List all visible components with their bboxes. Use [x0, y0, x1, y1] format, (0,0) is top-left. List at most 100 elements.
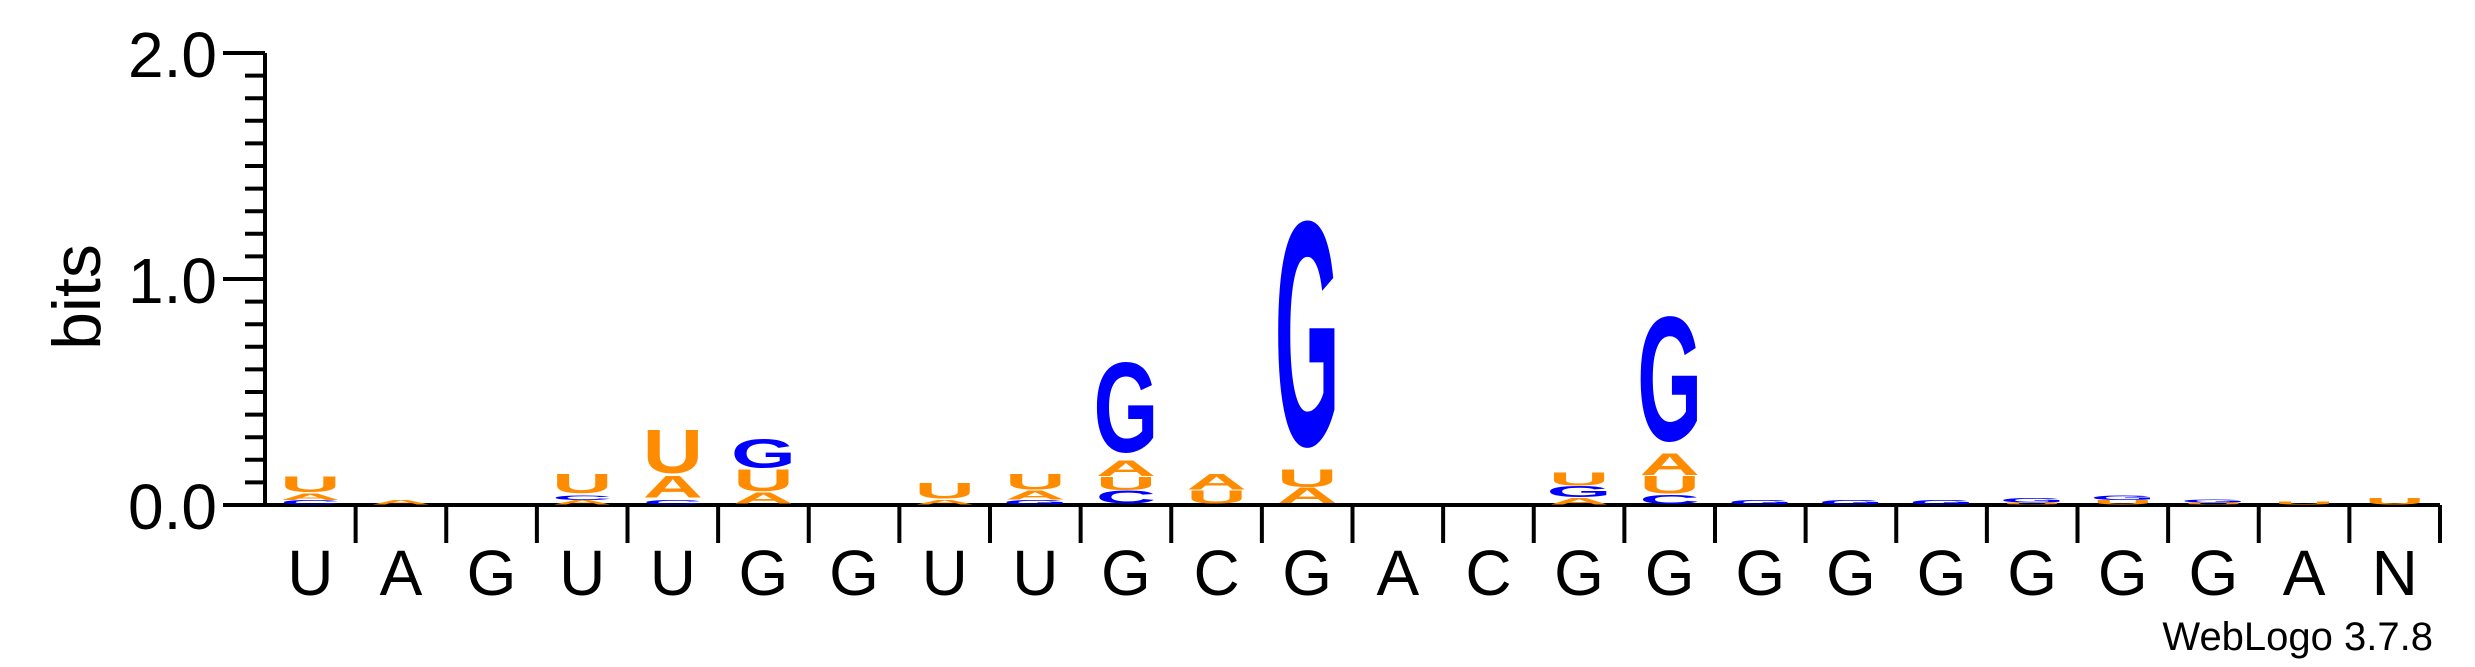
x-label: G	[2189, 537, 2239, 609]
x-label: U	[1012, 537, 1058, 609]
logo-letter: U	[2183, 502, 2243, 505]
svg-text:G: G	[1275, 155, 1340, 514]
svg-text:A: A	[371, 499, 431, 506]
svg-text:C: C	[1640, 493, 1700, 507]
logo-letter: U	[2002, 502, 2062, 505]
svg-text:A: A	[1186, 470, 1246, 494]
logo-letter: C	[643, 499, 703, 506]
logo-letter: U	[2093, 499, 2153, 506]
logo-letter: G	[1003, 499, 1068, 506]
svg-text:G: G	[1819, 499, 1884, 506]
logo-letter: U	[1005, 470, 1065, 494]
x-label: U	[650, 537, 696, 609]
svg-text:A: A	[1549, 496, 1609, 507]
x-label: U	[559, 537, 605, 609]
logo-letter: G	[1547, 483, 1612, 500]
svg-text:A: A	[915, 499, 975, 506]
x-label: C	[1465, 537, 1511, 609]
x-label: G	[1554, 537, 1604, 609]
logo-letter: U	[280, 472, 340, 496]
svg-text:A: A	[1096, 456, 1156, 480]
svg-text:U: U	[733, 463, 793, 498]
logo-letter: A	[1096, 456, 1156, 480]
svg-text:U: U	[1005, 470, 1065, 494]
x-label: G	[1282, 537, 1332, 609]
axes: 0.0 1.0 2.0	[128, 19, 2442, 543]
logo-letter: C	[1096, 487, 1156, 508]
svg-text:U: U	[1186, 487, 1246, 508]
logo-letter: A	[915, 499, 975, 506]
svg-text:A: A	[733, 490, 793, 507]
svg-text:G: G	[1094, 336, 1159, 479]
logo-letter: U	[915, 479, 975, 503]
logo-letter: U	[1549, 468, 1609, 489]
svg-text:U: U	[2365, 496, 2425, 507]
svg-text:U: U	[915, 479, 975, 503]
logo-letter: G	[2000, 497, 2065, 504]
x-label: U	[922, 537, 968, 609]
logo-letter: C	[280, 499, 340, 506]
logo-letter: U	[643, 416, 703, 486]
svg-text:U: U	[1096, 473, 1156, 494]
x-label: G	[2098, 537, 2148, 609]
logo-letter: A	[1186, 470, 1246, 494]
svg-text:G: G	[1728, 499, 1793, 506]
svg-text:A: A	[1005, 488, 1065, 502]
logo-letter: G	[731, 431, 796, 476]
x-label: G	[829, 537, 879, 609]
y-tick-label: 0.0	[128, 471, 217, 543]
logo-letter: G	[1728, 499, 1793, 506]
x-label: G	[467, 537, 517, 609]
svg-text:U: U	[643, 416, 703, 486]
logo-letter: G	[2090, 494, 2155, 501]
x-label: G	[739, 537, 789, 609]
logo-letter: U	[1640, 471, 1700, 499]
svg-text:C: C	[280, 499, 340, 506]
logo-letter: G	[1909, 499, 1974, 506]
svg-text:U: U	[2002, 502, 2062, 505]
logo-letter: U	[733, 463, 793, 498]
svg-text:G: G	[2090, 494, 2155, 501]
svg-text:C: C	[552, 494, 612, 501]
x-label: U	[287, 537, 333, 609]
logo-letter: A	[733, 490, 793, 507]
logo-letter: U	[552, 468, 612, 499]
x-label: G	[1101, 537, 1151, 609]
x-label: G	[2007, 537, 2057, 609]
svg-text:A: A	[643, 470, 703, 505]
logo-letter: A	[1277, 483, 1337, 507]
svg-text:G: G	[1003, 499, 1068, 506]
logo-letter: U	[1096, 473, 1156, 494]
svg-text:A: A	[280, 491, 340, 502]
svg-text:G: G	[2000, 497, 2065, 504]
logo-letter: U	[1277, 465, 1337, 493]
svg-text:U: U	[1277, 465, 1337, 493]
logo-letter: A	[643, 470, 703, 505]
logo-letter: G	[1094, 336, 1159, 479]
svg-text:U: U	[2274, 500, 2334, 505]
svg-text:G: G	[1637, 280, 1702, 478]
svg-text:G: G	[731, 431, 796, 476]
y-axis-label: bits	[39, 244, 115, 350]
svg-text:U: U	[552, 468, 612, 499]
logo-letter: U	[1186, 487, 1246, 508]
x-label: A	[2283, 537, 2326, 609]
logo-letter: G	[1275, 155, 1340, 514]
y-tick-label: 1.0	[128, 245, 217, 317]
x-label: A	[1376, 537, 1419, 609]
logo-letter: U	[2274, 500, 2334, 505]
x-label: G	[1917, 537, 1967, 609]
logo-letter: C	[1640, 493, 1700, 507]
svg-text:A: A	[1640, 447, 1700, 482]
svg-text:G: G	[1909, 499, 1974, 506]
logo-letter: G	[1819, 499, 1884, 506]
logo-letter: A	[1005, 488, 1065, 502]
svg-text:U: U	[280, 472, 340, 496]
logo-letter: A	[371, 499, 431, 506]
svg-text:A: A	[1277, 483, 1337, 507]
svg-text:G: G	[2181, 498, 2246, 503]
svg-text:U: U	[1549, 468, 1609, 489]
svg-text:U: U	[1640, 471, 1700, 499]
